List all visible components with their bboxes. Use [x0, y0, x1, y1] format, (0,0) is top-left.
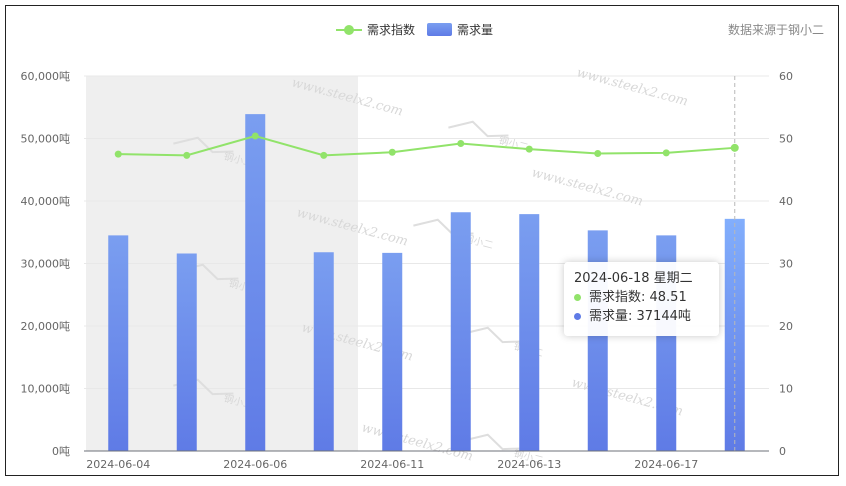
tooltip-index-value: 需求指数: 48.51	[589, 290, 687, 305]
y-left-tick-label: 30,000吨	[21, 258, 71, 271]
bar-demand-volume	[519, 214, 540, 451]
legend-item-demand-index[interactable]: 需求指数	[336, 21, 415, 38]
x-tick-label: 2024-06-17	[634, 458, 698, 471]
bar-series-swatch	[427, 23, 453, 36]
chart-canvas: www.steelx2.com www.steelx2.comwww.steelx…	[21, 65, 794, 471]
y-right-tick-label: 50	[779, 133, 793, 146]
point-demand-index	[594, 150, 602, 157]
legend-label-demand-volume: 需求量	[457, 23, 494, 37]
x-tick-label: 2024-06-04	[86, 458, 150, 471]
line-bullet-icon	[574, 294, 581, 301]
y-right-tick-label: 60	[779, 70, 793, 83]
tooltip-row-index: 需求指数: 48.51	[574, 288, 709, 307]
chart-tooltip: 2024-06-18 星期二 需求指数: 48.51 需求量: 37144吨	[564, 262, 719, 336]
point-demand-index	[183, 151, 191, 159]
watermark-text: www.steelx2.com	[575, 65, 690, 109]
point-demand-index	[525, 145, 533, 153]
tooltip-title: 2024-06-18 星期二	[574, 271, 693, 286]
bar-demand-volume	[724, 218, 745, 451]
svg-text:钢小二: 钢小二	[497, 133, 529, 153]
data-source-note: 数据来源于钢小二	[727, 23, 824, 37]
watermark-text: www.steelx2.com	[530, 165, 645, 209]
legend-label-demand-index: 需求指数	[367, 23, 416, 37]
point-demand-index	[388, 148, 396, 156]
y-left-tick-label: 20,000吨	[21, 320, 71, 333]
bar-demand-volume	[450, 212, 471, 451]
x-tick-label: 2024-06-11	[360, 458, 424, 471]
y-left-tick-label: 0吨	[52, 445, 70, 458]
legend-item-demand-volume[interactable]: 需求量	[427, 21, 493, 38]
y-right-tick-label: 0	[779, 445, 786, 458]
point-demand-index	[457, 140, 465, 147]
y-right-tick-label: 30	[779, 258, 793, 271]
bar-demand-volume	[245, 114, 266, 451]
tooltip-volume-value: 需求量: 37144吨	[589, 309, 691, 324]
chart-legend: 需求指数 需求量	[336, 21, 505, 38]
y-left-tick-label: 10,000吨	[21, 383, 71, 396]
y-right-tick-label: 40	[779, 195, 793, 208]
bar-demand-volume	[176, 253, 197, 451]
point-demand-index	[320, 151, 328, 159]
line-series-swatch	[336, 24, 362, 35]
y-left-tick-label: 40,000吨	[21, 195, 71, 208]
x-tick-label: 2024-06-06	[223, 458, 287, 471]
point-demand-index	[662, 149, 670, 157]
x-tick-label: 2024-06-13	[497, 458, 561, 471]
bar-demand-volume	[313, 252, 334, 451]
point-demand-index	[730, 143, 739, 152]
point-demand-index	[251, 132, 259, 140]
chart-frame: www.steelx2.com www.steelx2.com www.steelx…	[5, 5, 839, 476]
bar-demand-volume	[108, 235, 129, 451]
bar-bullet-icon	[574, 313, 581, 320]
y-left-tick-label: 50,000吨	[21, 133, 71, 146]
y-right-tick-label: 10	[779, 383, 793, 396]
bar-demand-volume	[382, 252, 403, 451]
point-demand-index	[114, 150, 122, 158]
y-left-tick-label: 60,000吨	[21, 70, 71, 83]
tooltip-row-volume: 需求量: 37144吨	[574, 307, 709, 326]
line-demand-index	[118, 134, 735, 157]
y-right-tick-label: 20	[779, 320, 793, 333]
